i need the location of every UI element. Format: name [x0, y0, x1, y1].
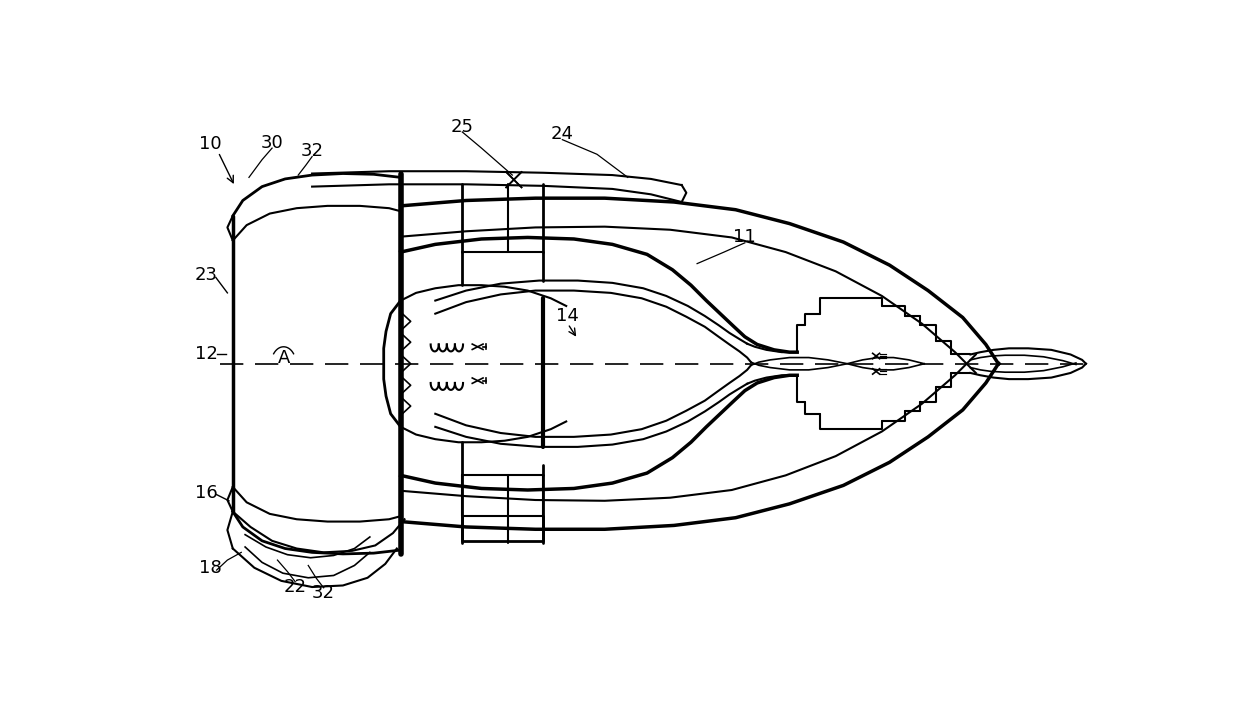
Text: 32: 32	[300, 142, 324, 160]
Text: 32: 32	[312, 584, 335, 602]
Text: 25: 25	[451, 118, 474, 136]
Text: 12: 12	[195, 345, 218, 363]
Text: 14: 14	[557, 307, 579, 325]
Text: 11: 11	[734, 229, 756, 247]
Text: 18: 18	[200, 559, 222, 577]
Text: A: A	[278, 348, 290, 366]
Text: 16: 16	[195, 484, 218, 502]
Text: 10: 10	[200, 136, 222, 154]
Text: 24: 24	[551, 125, 574, 143]
Text: 30: 30	[260, 133, 284, 151]
Text: 23: 23	[195, 266, 218, 284]
Text: 22: 22	[284, 578, 306, 596]
